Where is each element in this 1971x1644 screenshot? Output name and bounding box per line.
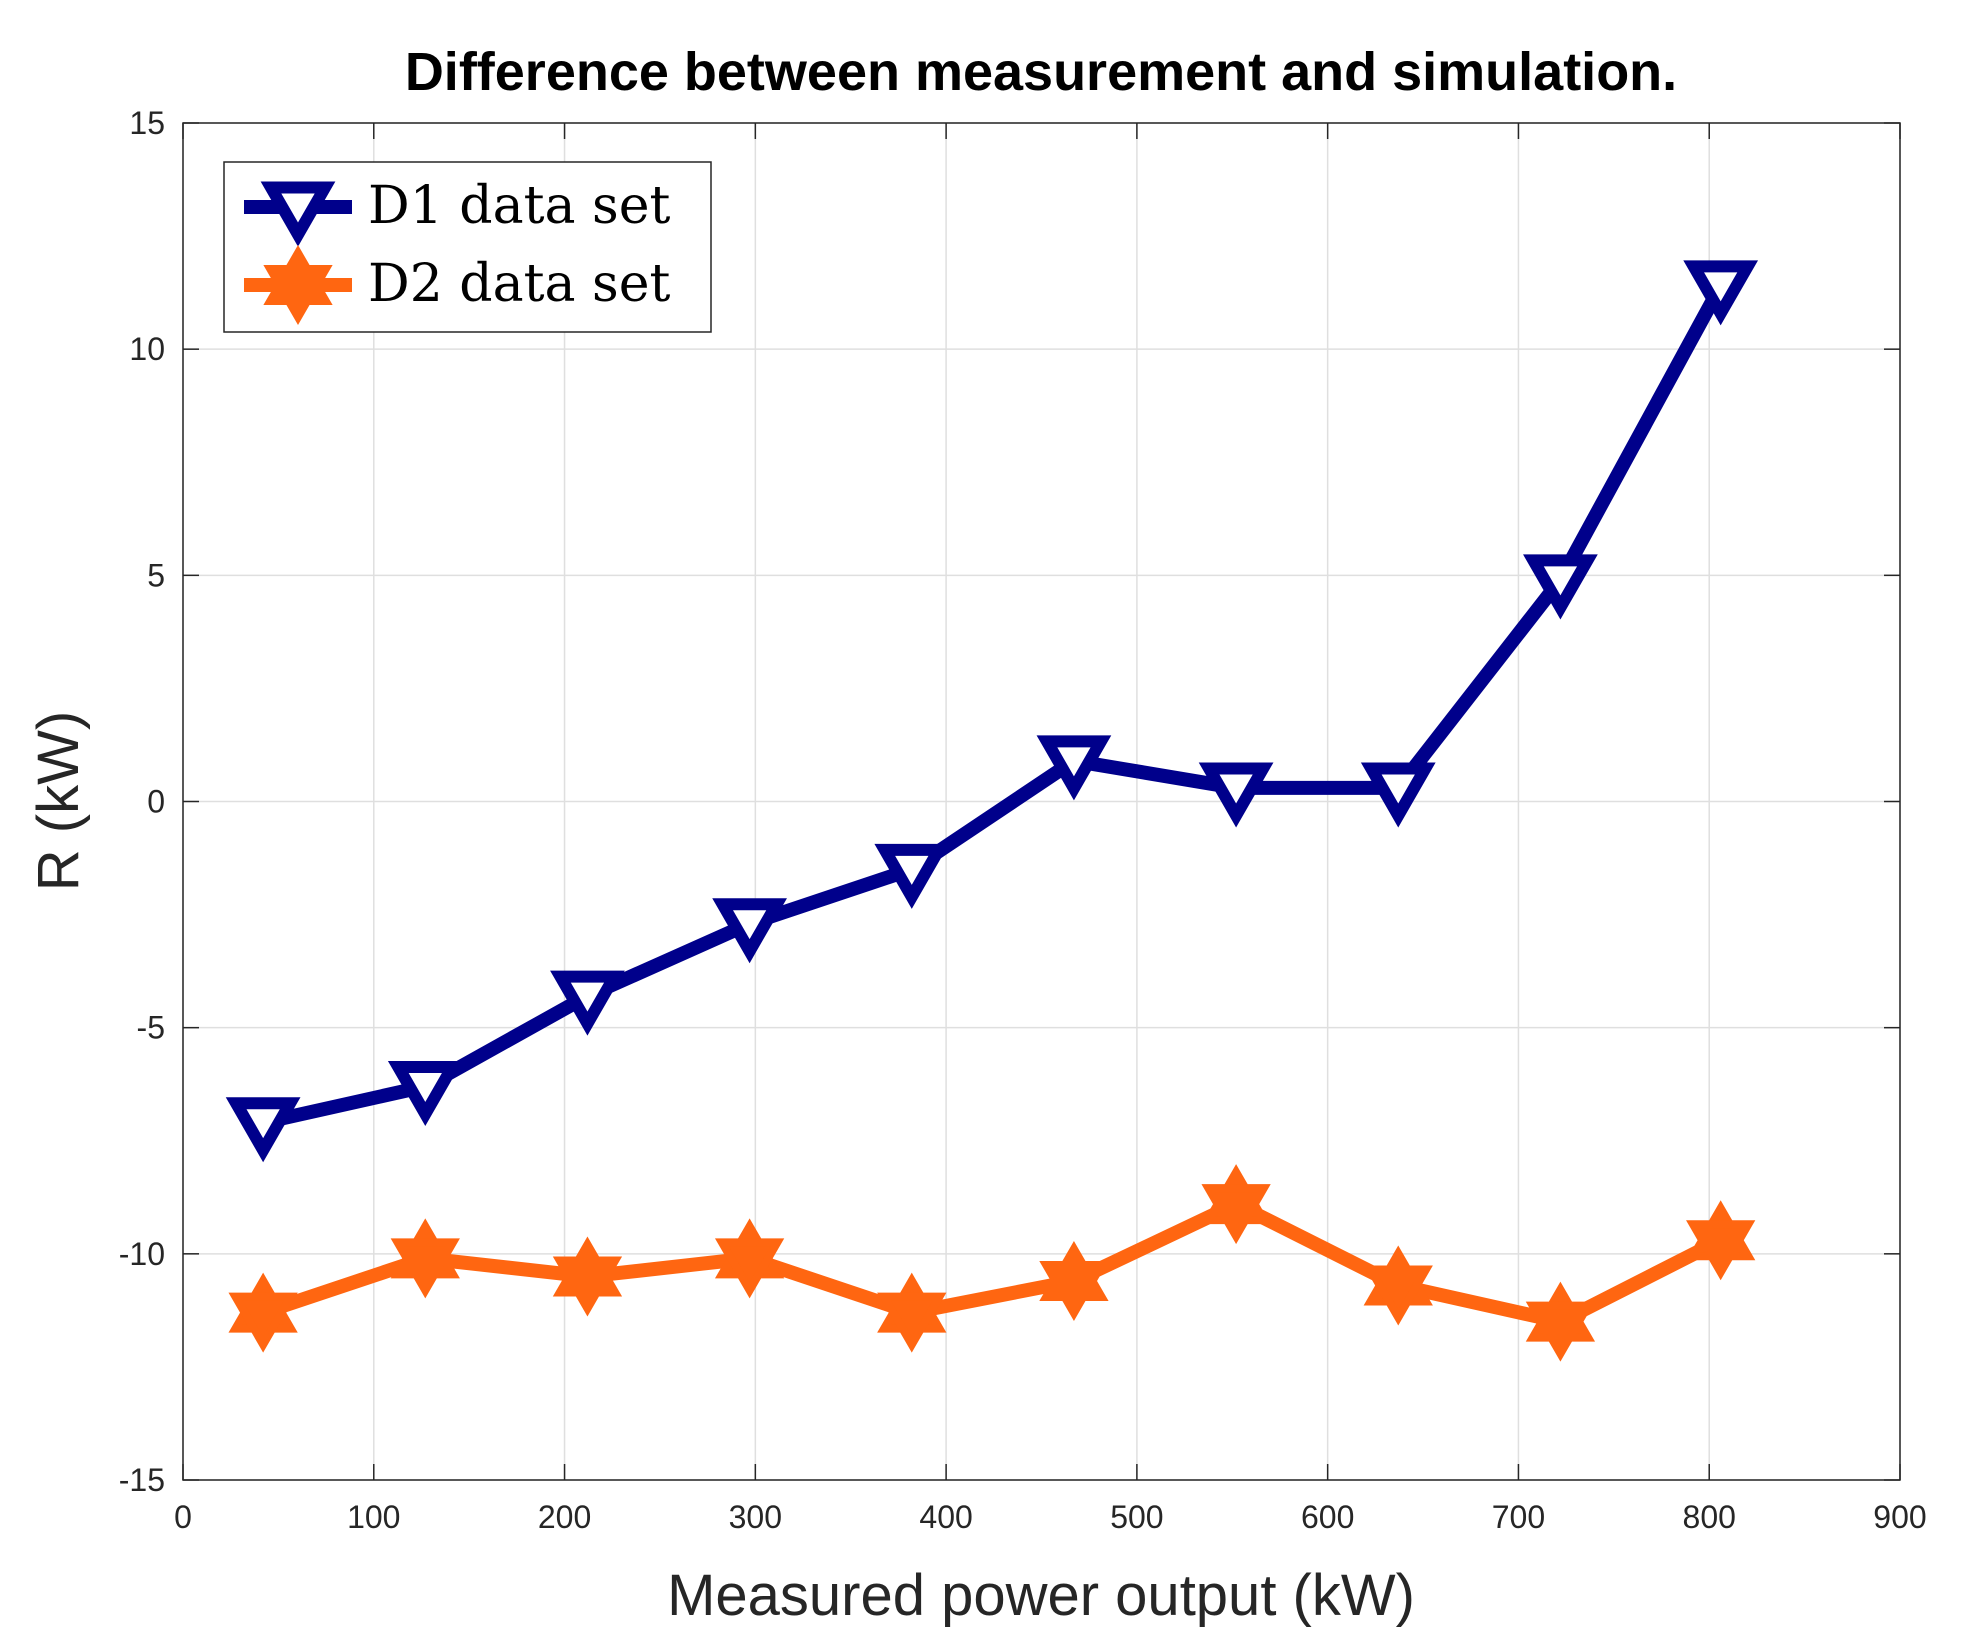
x-tick-label: 400 xyxy=(919,1499,972,1535)
series-line-d1 xyxy=(261,282,1727,1130)
data-point-d2-down xyxy=(1201,1184,1271,1245)
data-point-d1 xyxy=(1360,762,1436,828)
x-tick-label: 800 xyxy=(1683,1499,1736,1535)
y-tick-label: -15 xyxy=(119,1462,165,1498)
data-point-d2 xyxy=(1201,1164,1271,1245)
x-tick-label: 900 xyxy=(1873,1499,1926,1535)
legend-marker-shape-d2-down xyxy=(263,265,333,326)
data-point-d2 xyxy=(714,1218,785,1299)
data-point-d2 xyxy=(390,1218,460,1299)
data-point-d1 xyxy=(387,1061,463,1127)
series-d2 xyxy=(228,1164,1756,1362)
y-tick-label: 10 xyxy=(129,331,165,367)
legend-marker-d1 xyxy=(260,181,336,247)
x-tick-label: 600 xyxy=(1301,1499,1354,1535)
data-point-d1 xyxy=(225,1097,301,1163)
series-d1 xyxy=(225,260,1759,1163)
legend-label-d1: D1 data set xyxy=(368,176,670,236)
data-point-d1 xyxy=(1036,735,1112,801)
y-tick-label: 5 xyxy=(147,557,165,593)
data-point-d2 xyxy=(1525,1281,1596,1362)
data-point-d1 xyxy=(1198,762,1274,828)
data-point-d2-down xyxy=(1525,1301,1596,1362)
axis-ticks xyxy=(182,122,1901,1481)
x-tick-label: 100 xyxy=(347,1499,400,1535)
x-tick-label: 700 xyxy=(1492,1499,1545,1535)
series-line-d2 xyxy=(260,1197,1724,1329)
series-layer xyxy=(225,260,1759,1362)
data-point-d2-down xyxy=(390,1238,460,1299)
x-tick-label: 0 xyxy=(174,1499,192,1535)
data-point-d2-down xyxy=(1039,1260,1109,1321)
data-point-d2 xyxy=(1039,1240,1109,1321)
data-point-d2 xyxy=(1686,1200,1756,1281)
legend-label-d2: D2 data set xyxy=(368,254,670,314)
data-point-d1 xyxy=(550,970,625,1036)
data-point-d1 xyxy=(712,898,787,964)
x-tick-label: 500 xyxy=(1110,1499,1163,1535)
data-point-d2-down xyxy=(714,1238,785,1299)
chart-title: Difference between measurement and simul… xyxy=(405,42,1677,102)
x-axis-label: Measured power output (kW) xyxy=(667,1563,1415,1628)
y-tick-label: 0 xyxy=(147,784,165,820)
data-point-d2-down xyxy=(1363,1265,1433,1326)
y-tick-label: 15 xyxy=(129,105,165,141)
y-tick-labels: -15 -10 -5 0 5 10 15 xyxy=(119,105,165,1498)
legend: D1 data set D2 data set xyxy=(223,161,712,333)
legend-marker-shape-d1 xyxy=(260,181,336,247)
x-tick-label: 300 xyxy=(729,1499,782,1535)
y-axis-label: R (kW) xyxy=(26,711,91,891)
data-point-d2 xyxy=(877,1272,947,1353)
x-tick-labels: 0 100 200 300 400 500 600 700 800 900 xyxy=(174,1499,1927,1535)
x-tick-label: 200 xyxy=(538,1499,591,1535)
data-point-d2 xyxy=(228,1272,298,1353)
data-point-d2 xyxy=(552,1236,623,1317)
y-tick-label: -5 xyxy=(137,1010,165,1046)
data-point-d2-down xyxy=(228,1292,298,1353)
legend-marker-shape-d2 xyxy=(263,244,333,326)
data-point-d1 xyxy=(1523,554,1598,620)
data-point-d1 xyxy=(1683,260,1759,326)
data-point-d2-down xyxy=(552,1256,623,1317)
data-point-d2-down xyxy=(1686,1220,1756,1281)
legend-marker-d2 xyxy=(263,244,333,326)
data-point-d2-down xyxy=(877,1292,947,1353)
data-point-d1 xyxy=(874,843,950,909)
y-tick-label: -10 xyxy=(119,1236,165,1272)
data-point-d2 xyxy=(1363,1245,1433,1326)
